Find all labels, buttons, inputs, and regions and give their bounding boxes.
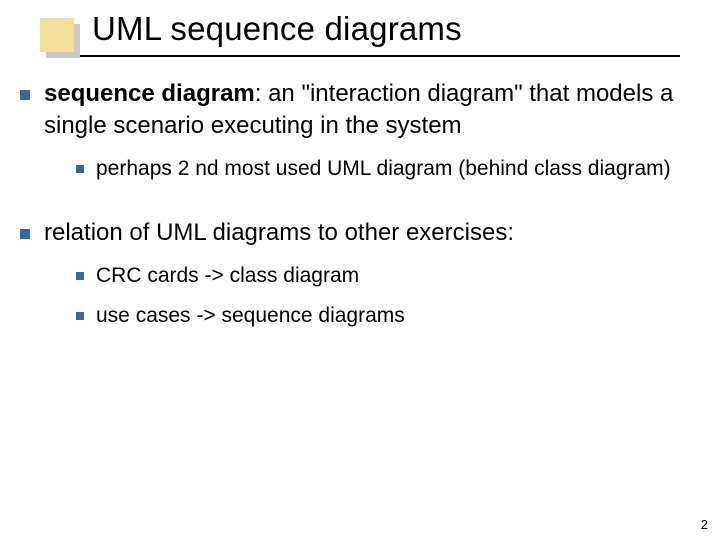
square-bullet-icon <box>76 165 84 173</box>
bullet-level2: use cases -> sequence diagrams <box>76 302 700 330</box>
bullet-level2: CRC cards -> class diagram <box>76 262 700 290</box>
square-bullet-icon <box>76 312 84 320</box>
bullet-level2: perhaps 2 nd most used UML diagram (behi… <box>76 155 700 183</box>
bullet-text: CRC cards -> class diagram <box>96 262 700 290</box>
bullet-text: perhaps 2 nd most used UML diagram (behi… <box>96 155 700 183</box>
square-bullet-icon <box>20 229 30 239</box>
term-bold: sequence diagram <box>44 80 255 107</box>
spacer <box>20 189 700 217</box>
title-underline <box>60 55 680 57</box>
square-bullet-icon <box>76 272 84 280</box>
page-number: 2 <box>701 517 708 532</box>
bullet-text: sequence diagram: an "interaction diagra… <box>44 78 700 143</box>
content-area: sequence diagram: an "interaction diagra… <box>20 78 700 336</box>
bullet-level1: relation of UML diagrams to other exerci… <box>20 217 700 249</box>
corner-decoration-box <box>40 18 74 52</box>
slide: UML sequence diagrams sequence diagram: … <box>0 0 720 540</box>
bullet-level1: sequence diagram: an "interaction diagra… <box>20 78 700 143</box>
bullet-text: relation of UML diagrams to other exerci… <box>44 217 700 249</box>
slide-title: UML sequence diagrams <box>92 10 462 48</box>
square-bullet-icon <box>20 90 30 100</box>
title-area: UML sequence diagrams <box>0 0 720 70</box>
bullet-text: use cases -> sequence diagrams <box>96 302 700 330</box>
